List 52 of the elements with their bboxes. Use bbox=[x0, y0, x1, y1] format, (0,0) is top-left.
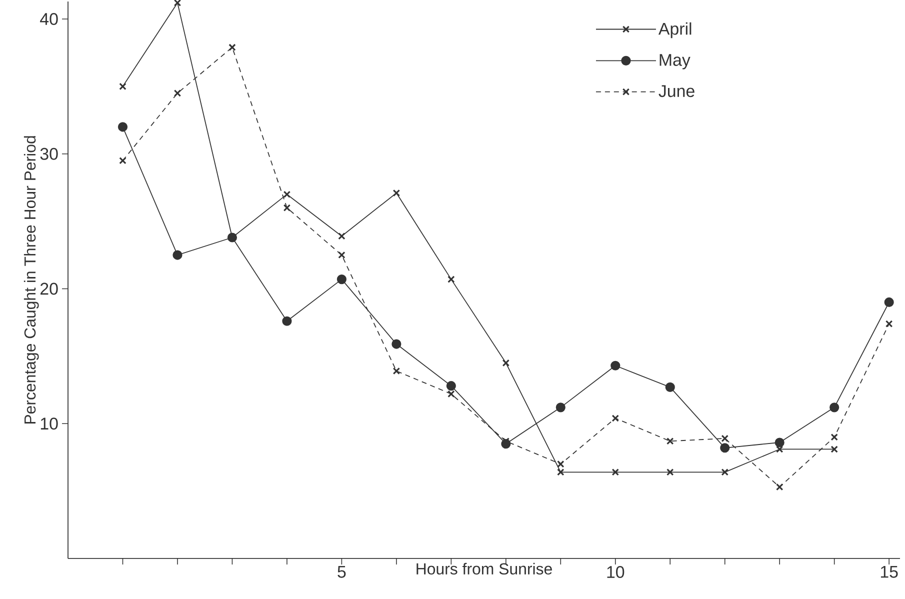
y-tick-label: 30 bbox=[40, 148, 58, 160]
point bbox=[338, 232, 346, 240]
legend-label: April bbox=[658, 22, 692, 38]
point bbox=[119, 82, 126, 90]
point bbox=[448, 390, 455, 398]
point bbox=[612, 468, 620, 476]
point bbox=[283, 204, 291, 212]
point bbox=[392, 367, 400, 374]
point bbox=[884, 297, 894, 307]
point bbox=[557, 468, 564, 476]
point bbox=[776, 445, 784, 453]
point bbox=[228, 43, 236, 51]
point bbox=[830, 402, 840, 412]
point bbox=[774, 437, 784, 448]
y-tick-label: 10 bbox=[40, 417, 58, 430]
point bbox=[720, 442, 730, 452]
point bbox=[502, 359, 510, 366]
point bbox=[666, 437, 674, 445]
x-axis-title: Hours from Sunrise bbox=[416, 562, 552, 574]
point bbox=[283, 190, 291, 198]
point bbox=[174, 0, 182, 6]
point bbox=[830, 445, 838, 453]
point bbox=[776, 483, 784, 490]
legend-label: May bbox=[660, 54, 690, 70]
legend-label: June bbox=[658, 85, 694, 97]
point bbox=[830, 433, 838, 440]
point bbox=[721, 468, 728, 476]
y-axis-title: Percentage Caught in Three Hour Period bbox=[24, 136, 39, 424]
point bbox=[338, 251, 346, 258]
point bbox=[885, 320, 893, 328]
x-tick-label: 10 bbox=[607, 566, 624, 578]
point bbox=[448, 275, 455, 283]
point bbox=[665, 382, 675, 392]
point bbox=[556, 402, 566, 412]
point bbox=[392, 189, 400, 196]
point bbox=[282, 316, 292, 326]
point bbox=[336, 274, 346, 284]
point bbox=[446, 380, 456, 390]
point bbox=[119, 156, 126, 164]
point bbox=[174, 89, 182, 97]
y-tick-label: 20 bbox=[40, 282, 58, 295]
x-tick-label: 15 bbox=[880, 566, 898, 578]
x-tick-label: 5 bbox=[338, 566, 346, 578]
y-tick-label: 40 bbox=[40, 12, 58, 25]
point bbox=[612, 414, 620, 422]
point bbox=[666, 468, 674, 476]
point bbox=[392, 339, 402, 349]
point bbox=[172, 250, 182, 260]
point bbox=[721, 434, 728, 442]
point bbox=[557, 460, 564, 468]
point bbox=[118, 122, 128, 132]
point bbox=[610, 360, 620, 370]
